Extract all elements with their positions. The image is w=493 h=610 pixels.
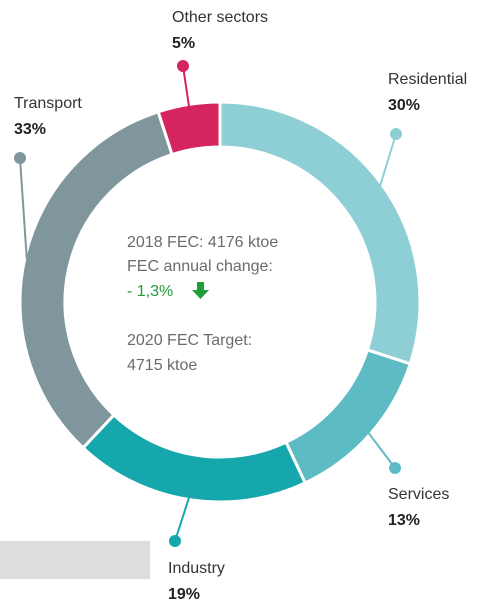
labels: Residential 30% Services 13% Industry 19% Tran… [14, 9, 467, 603]
center-text: 4715 ktoe [127, 357, 197, 374]
leader-line [19, 157, 28, 259]
value-label: 13% [388, 512, 420, 529]
donut-segment [80, 412, 308, 504]
background-panel [0, 541, 150, 579]
category-label: Other sectors [172, 9, 268, 26]
center-change: - 1,3% [127, 283, 173, 300]
value-label: 33% [14, 121, 46, 138]
leader-line [379, 133, 397, 186]
value-label: 5% [172, 35, 195, 52]
leader-dot [390, 128, 402, 140]
donut-segment [18, 109, 174, 450]
donut-segment [156, 100, 222, 157]
value-label: 19% [168, 586, 200, 603]
center-text: 2018 FEC: 4176 ktoe [127, 234, 278, 251]
leader-dot [177, 60, 189, 72]
leader-line [174, 497, 190, 542]
center-text: FEC annual change: [127, 258, 273, 275]
category-label: Transport [14, 95, 82, 112]
down-arrow [192, 282, 209, 299]
donut-segment [218, 100, 422, 366]
value-label: 30% [388, 97, 420, 114]
category-label: Industry [168, 560, 225, 577]
leader-dot [389, 462, 401, 474]
donut [18, 100, 422, 504]
leader-dot [14, 152, 26, 164]
category-label: Residential [388, 71, 467, 88]
leader-line [367, 432, 396, 469]
leader-line [182, 65, 191, 107]
category-label: Services [388, 486, 449, 503]
center-text: 2020 FEC Target: [127, 332, 252, 349]
leader-dot [169, 535, 181, 547]
